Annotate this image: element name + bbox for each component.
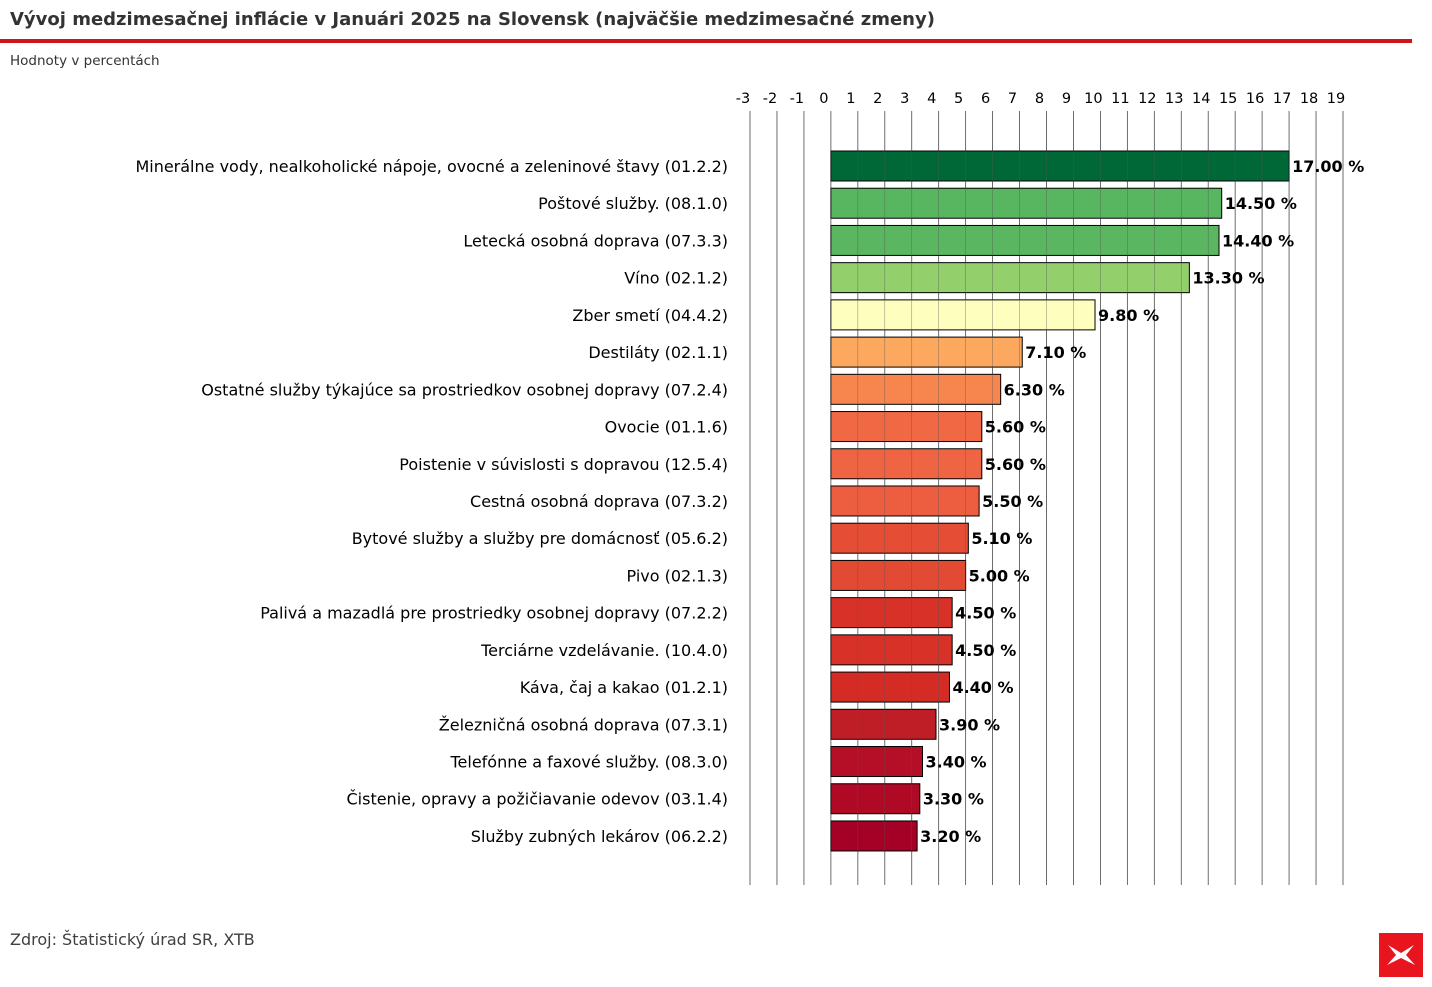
bar [830,299,1096,331]
value-label: 6.30 % [1004,380,1065,399]
value-label: 4.50 % [955,604,1016,623]
bar [830,522,969,554]
bar [830,150,1290,182]
x-tick-label: 15 [1219,91,1237,107]
category-label: Letecká osobná doprava (07.3.3) [463,231,728,250]
bar [830,224,1220,256]
x-tick-label: 10 [1084,91,1102,107]
bar [830,559,967,591]
category-label: Telefónne a faxové služby. (08.3.0) [449,753,728,772]
value-label: 3.40 % [926,753,987,772]
x-tick-label: 9 [1062,91,1071,107]
category-label: Víno (02.1.2) [624,269,728,288]
bar [830,411,983,443]
value-label: 13.30 % [1192,269,1264,288]
category-label: Palivá a mazadlá pre prostriedky osobnej… [260,604,728,623]
value-label: 5.50 % [982,492,1043,511]
category-label: Poistenie v súvislosti s dopravou (12.5.… [399,455,728,474]
value-label: 14.50 % [1225,194,1297,213]
category-label: Minerálne vody, nealkoholické nápoje, ov… [135,157,728,176]
x-tick-label: 18 [1300,91,1318,107]
category-label: Zber smetí (04.4.2) [572,306,728,325]
bar [830,708,937,740]
category-label: Pivo (02.1.3) [627,566,728,585]
bar [830,746,924,778]
value-label: 3.20 % [920,827,981,846]
category-label: Káva, čaj a kakao (01.2.1) [520,678,728,697]
bar [830,262,1190,294]
x-tick-label: 17 [1273,91,1291,107]
x-tick-label: 8 [1035,91,1044,107]
x-tick-label: 11 [1111,91,1129,107]
x-tick-label: 6 [981,91,990,107]
x-tick-label: 1 [846,91,855,107]
x-tick-label: 19 [1327,91,1345,107]
bar [830,597,953,629]
xtb-logo-icon [1379,933,1423,977]
category-label: Ostatné služby týkajúce sa prostriedkov … [201,380,728,399]
value-label: 4.40 % [952,678,1013,697]
x-tick-label: 16 [1246,91,1264,107]
category-label: Terciárne vzdelávanie. (10.4.0) [480,641,728,660]
value-label: 3.30 % [923,790,984,809]
value-label: 5.60 % [985,455,1046,474]
bar [830,448,983,480]
category-label: Poštové služby. (08.1.0) [538,194,728,213]
bar [830,187,1223,219]
value-label: 5.10 % [971,529,1032,548]
source-note: Zdroj: Štatistický úrad SR, XTB [10,930,255,949]
bar [830,820,918,852]
category-label: Bytové služby a služby pre domácnosť (05… [352,529,728,548]
category-label: Služby zubných lekárov (06.2.2) [471,827,728,846]
x-tick-label: 13 [1165,91,1183,107]
bar [830,336,1023,368]
xtb-logo-mark [1387,945,1415,965]
x-tick-label: -2 [763,91,777,107]
category-label: Ovocie (01.1.6) [605,418,728,437]
value-label: 17.00 % [1292,157,1364,176]
bar [830,671,950,703]
category-label: Železničná osobná doprava (07.3.1) [439,715,728,734]
x-tick-label: 2 [873,91,882,107]
x-tick-label: 14 [1192,91,1210,107]
x-tick-label: 7 [1008,91,1017,107]
value-label: 14.40 % [1222,231,1294,250]
value-labels: 17.00 % 14.50 % 14.40 % 13.30 % 9.80 % 7.10 %… [920,157,1364,846]
bars [749,111,1344,885]
value-label: 4.50 % [955,641,1016,660]
x-tick-label: 4 [927,91,936,107]
value-label: 3.90 % [939,715,1000,734]
x-tick-label: 0 [819,91,828,107]
x-tick-label: 5 [954,91,963,107]
chart-subtitle: Hodnoty v percentách [10,53,160,69]
value-label: 5.00 % [969,566,1030,585]
value-label: 5.60 % [985,418,1046,437]
category-label: Destiláty (02.1.1) [588,343,728,362]
bar [830,373,1002,405]
value-label: 9.80 % [1098,306,1159,325]
title-divider [0,39,1412,43]
category-labels: Minerálne vody, nealkoholické nápoje, ov… [135,157,728,846]
bar [830,783,921,815]
bar [830,634,953,666]
bar [830,485,980,517]
x-tick-label: -1 [790,91,804,107]
x-axis-tick-labels: -3 -2 -1 0 1 2 3 4 5 6 7 8 9 10 11 12 13 14 15 16 17 18 19 [736,91,1345,107]
x-tick-label: 3 [900,91,909,107]
chart-title: Vývoj medzimesačnej inflácie v Januári 2… [10,9,935,30]
category-label: Čistenie, opravy a požičiavanie odevov (… [346,790,728,809]
x-tick-label: -3 [736,91,750,107]
category-label: Cestná osobná doprava (07.3.2) [470,492,728,511]
x-tick-label: 12 [1138,91,1156,107]
value-label: 7.10 % [1025,343,1086,362]
